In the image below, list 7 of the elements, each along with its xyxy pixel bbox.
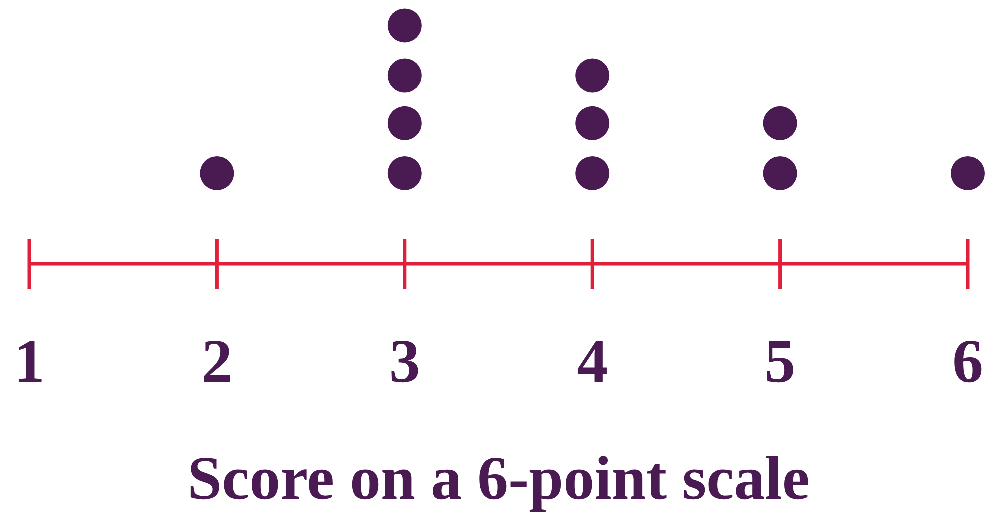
x-tick-label: 1 <box>14 328 45 396</box>
x-tick-label: 6 <box>952 328 984 396</box>
x-tick-label: 3 <box>389 328 420 396</box>
x-tick-label: 5 <box>764 328 796 396</box>
x-tick-label: 4 <box>577 328 608 396</box>
x-tick-label: 2 <box>202 328 233 396</box>
x-axis-title: Score on a 6-point scale <box>188 445 810 513</box>
